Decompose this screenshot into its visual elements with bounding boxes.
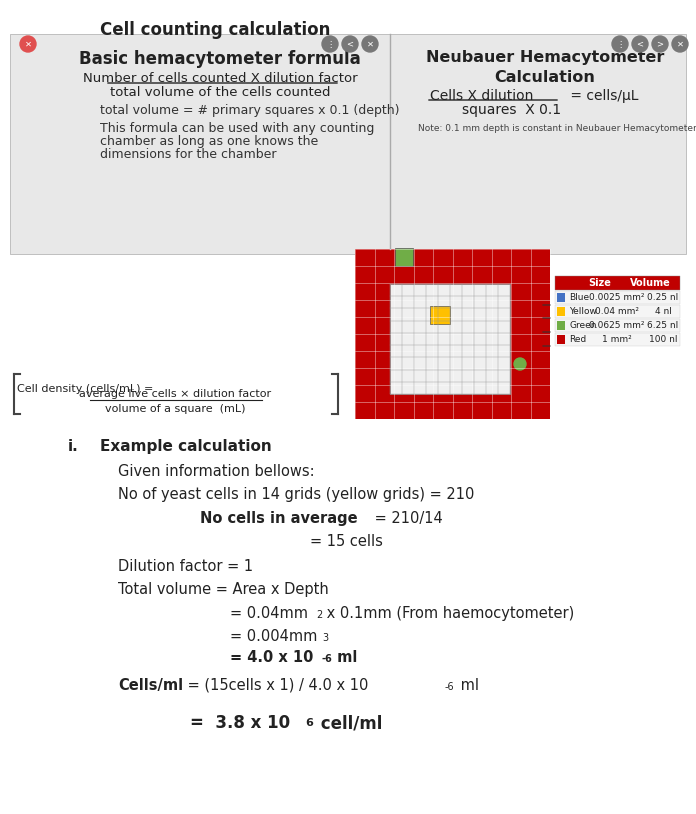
Text: 100 nl: 100 nl [649, 335, 677, 344]
FancyBboxPatch shape [390, 284, 510, 394]
FancyBboxPatch shape [395, 248, 413, 266]
Text: Cells X dilution: Cells X dilution [430, 89, 533, 103]
Text: ✕: ✕ [24, 40, 31, 49]
Text: Cell counting calculation: Cell counting calculation [100, 21, 331, 39]
Text: x 0.1mm (From haemocytometer): x 0.1mm (From haemocytometer) [322, 606, 574, 621]
Text: Yellow: Yellow [569, 307, 597, 316]
Text: -6: -6 [445, 682, 454, 692]
Text: 0.25 nl: 0.25 nl [647, 293, 679, 302]
Text: Note: 0.1 mm depth is constant in Neubauer Hemacytometer: Note: 0.1 mm depth is constant in Neubau… [418, 124, 696, 133]
Circle shape [322, 36, 338, 52]
Text: 1 mm²: 1 mm² [602, 335, 632, 344]
Text: Red: Red [569, 335, 586, 344]
FancyBboxPatch shape [430, 306, 450, 324]
Text: = 0.04mm: = 0.04mm [230, 606, 308, 621]
Text: Neubauer Hemacytometer
Calculation: Neubauer Hemacytometer Calculation [426, 50, 664, 85]
Text: 4 nl: 4 nl [654, 307, 672, 316]
Text: Total volume = Area x Depth: Total volume = Area x Depth [118, 582, 329, 597]
Text: ml: ml [332, 650, 357, 665]
FancyBboxPatch shape [10, 34, 686, 254]
Text: <: < [347, 40, 354, 49]
Text: 2: 2 [316, 610, 322, 620]
FancyBboxPatch shape [557, 321, 565, 330]
FancyBboxPatch shape [557, 307, 565, 316]
Text: ml: ml [456, 678, 479, 693]
Text: = 4.0 x 10: = 4.0 x 10 [230, 650, 313, 665]
Text: dimensions for the chamber: dimensions for the chamber [100, 148, 276, 161]
Text: ⋮: ⋮ [616, 40, 624, 49]
Text: = 15 cells: = 15 cells [310, 534, 383, 549]
Text: = cells/μL: = cells/μL [566, 89, 638, 103]
Text: Green: Green [569, 321, 596, 330]
Text: <: < [637, 40, 644, 49]
Text: volume of a square  (mL): volume of a square (mL) [105, 404, 245, 414]
FancyBboxPatch shape [557, 335, 565, 344]
Text: Basic hemacytometer formula: Basic hemacytometer formula [79, 50, 361, 68]
Text: Dilution factor = 1: Dilution factor = 1 [118, 559, 253, 574]
Text: = 0.004mm: = 0.004mm [230, 629, 317, 644]
Text: ⋮: ⋮ [326, 40, 334, 49]
Text: ✕: ✕ [677, 40, 683, 49]
Text: 6.25 nl: 6.25 nl [647, 321, 679, 330]
Text: chamber as long as one knows the: chamber as long as one knows the [100, 135, 318, 148]
Text: This formula can be used with any counting: This formula can be used with any counti… [100, 122, 374, 135]
Text: -6: -6 [322, 654, 333, 664]
Circle shape [652, 36, 668, 52]
Text: 6: 6 [305, 718, 313, 728]
Text: Size: Size [589, 278, 612, 288]
FancyBboxPatch shape [557, 293, 565, 302]
Text: average live cells × dilution factor: average live cells × dilution factor [79, 389, 271, 399]
Text: ✕: ✕ [367, 40, 374, 49]
Text: 0.0625 mm²: 0.0625 mm² [590, 321, 644, 330]
FancyBboxPatch shape [555, 305, 680, 318]
Circle shape [20, 36, 36, 52]
Text: No of yeast cells in 14 grids (yellow grids) = 210: No of yeast cells in 14 grids (yellow gr… [118, 487, 475, 502]
Circle shape [672, 36, 688, 52]
Text: Given information bellows:: Given information bellows: [118, 464, 315, 479]
Text: No cells in average: No cells in average [200, 511, 358, 526]
Text: total volume = # primary squares x 0.1 (depth): total volume = # primary squares x 0.1 (… [100, 104, 400, 117]
Text: total volume of the cells counted: total volume of the cells counted [110, 86, 330, 99]
Text: Example calculation: Example calculation [100, 439, 271, 454]
Text: = (15cells x 1) / 4.0 x 10: = (15cells x 1) / 4.0 x 10 [183, 678, 368, 693]
Circle shape [342, 36, 358, 52]
Text: =  3.8 x 10: = 3.8 x 10 [190, 714, 290, 732]
Text: Blue: Blue [569, 293, 589, 302]
Text: Cell density (cells/mL) =: Cell density (cells/mL) = [17, 384, 153, 394]
FancyBboxPatch shape [555, 319, 680, 332]
Circle shape [514, 358, 526, 370]
FancyBboxPatch shape [555, 291, 680, 304]
Circle shape [362, 36, 378, 52]
Text: >: > [656, 40, 663, 49]
Text: 3: 3 [322, 633, 328, 643]
FancyBboxPatch shape [355, 249, 550, 419]
FancyBboxPatch shape [555, 333, 680, 346]
Text: Number of cells counted X dilution factor: Number of cells counted X dilution facto… [83, 72, 357, 85]
FancyBboxPatch shape [555, 276, 680, 290]
Text: 0.0025 mm²: 0.0025 mm² [590, 293, 644, 302]
Circle shape [632, 36, 648, 52]
Text: Volume: Volume [630, 278, 670, 288]
Text: cell/ml: cell/ml [315, 714, 382, 732]
Text: = 210/14: = 210/14 [370, 511, 443, 526]
Text: 0.04 mm²: 0.04 mm² [595, 307, 639, 316]
Text: Cells/ml: Cells/ml [118, 678, 183, 693]
Text: squares  X 0.1: squares X 0.1 [462, 103, 561, 117]
Text: i.: i. [68, 439, 79, 454]
Circle shape [612, 36, 628, 52]
